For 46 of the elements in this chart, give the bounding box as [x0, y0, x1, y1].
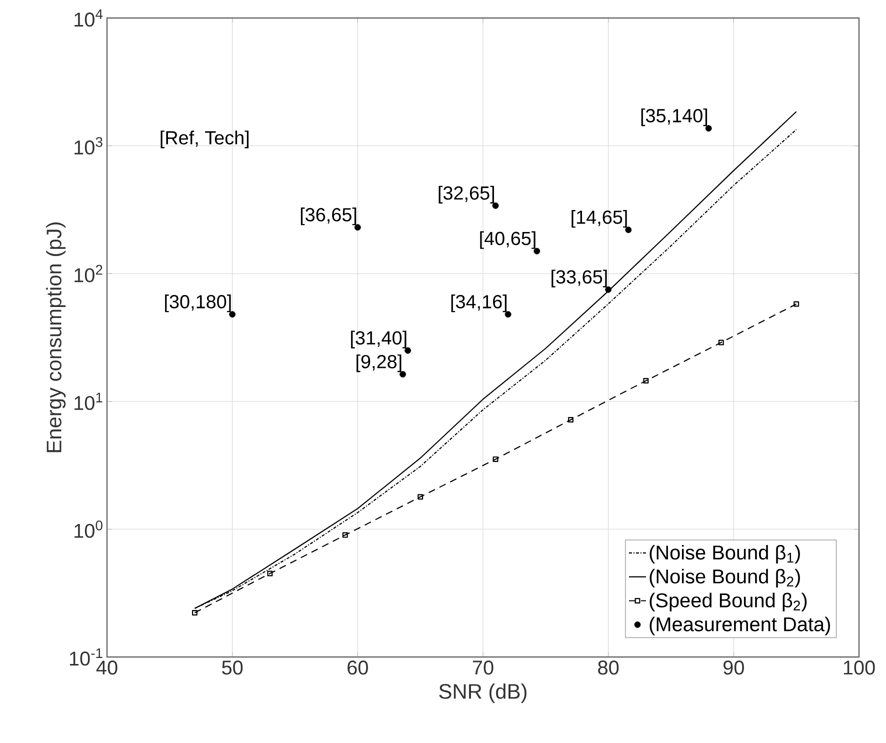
point [705, 125, 712, 132]
point [568, 417, 574, 423]
annotation: [34,16] [451, 294, 507, 312]
annotation: [30,180] [165, 294, 231, 312]
legend-label: (Noise Bound β$_{2}$) [650, 568, 800, 588]
y-tick-label: 10$^{3}$ [74, 137, 102, 155]
x-tick-label: 80 [598, 660, 619, 675]
x-tick-label: 90 [724, 660, 744, 675]
point [492, 202, 499, 209]
y-tick-label: 10$^{1}$ [74, 392, 102, 410]
point [625, 226, 632, 234]
annotation: [40,65] [480, 231, 536, 249]
point [418, 494, 424, 500]
annotation: [14,65] [572, 210, 627, 228]
legend-label: (Speed Bound β$_{2}$) [650, 592, 807, 612]
x-tick-label: 100 [844, 660, 875, 675]
legend-label: (Noise Bound β$_{1}$) [650, 544, 800, 564]
x-tick-label: 60 [348, 660, 368, 675]
point [504, 311, 512, 318]
point [354, 224, 361, 231]
annotation: [33,65] [552, 270, 607, 288]
y-tick-label: 10$^{2}$ [74, 264, 102, 282]
point [400, 371, 406, 378]
annotation: [32,65] [438, 186, 494, 204]
point [643, 378, 649, 384]
x-tick-label: 70 [472, 660, 494, 675]
point [342, 532, 348, 538]
point [267, 570, 273, 576]
annotation: [31,40] [351, 330, 406, 348]
annotation: [Ref, Tech] [160, 130, 249, 148]
point [534, 248, 540, 254]
legend-label: (Measurement Data) [650, 616, 830, 636]
point [492, 456, 498, 462]
y-axis-title: Energy consumption (pJ) [46, 222, 66, 452]
y-tick-label: 10$^{4}$ [74, 9, 103, 27]
point [229, 311, 236, 318]
annotation: [9,28] [356, 354, 402, 372]
point [718, 340, 724, 346]
annotation: [36,65] [300, 208, 356, 226]
point [794, 301, 800, 307]
y-tick-label: 10$^{0}$ [74, 520, 102, 538]
point [605, 286, 612, 293]
point [404, 347, 412, 354]
x-axis-title: SNR (dB) [439, 683, 526, 703]
x-tick-label: 50 [222, 660, 243, 675]
annotation: [35,140] [641, 108, 708, 126]
